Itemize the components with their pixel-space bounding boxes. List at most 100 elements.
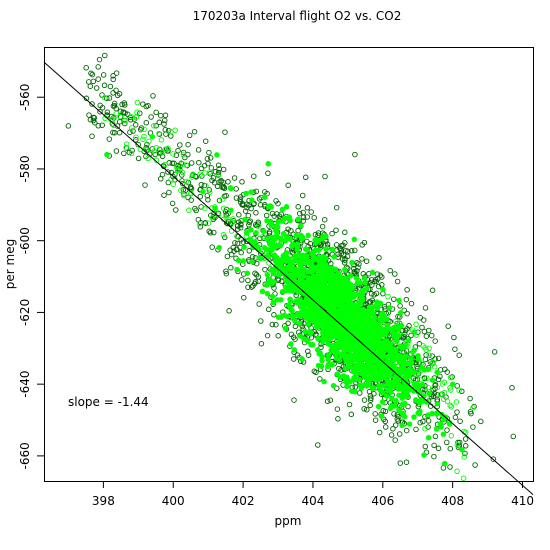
data-point <box>156 146 163 153</box>
data-point <box>248 258 255 265</box>
data-point <box>374 362 381 368</box>
data-point <box>440 431 447 437</box>
data-point <box>101 82 108 89</box>
x-tick-label: 400 <box>162 494 185 508</box>
data-point <box>262 189 268 195</box>
data-point <box>93 85 100 91</box>
data-point <box>114 123 121 129</box>
data-point <box>206 187 213 193</box>
data-point <box>255 244 261 250</box>
data-point <box>299 192 306 199</box>
data-point <box>423 333 430 339</box>
data-point <box>121 100 128 106</box>
data-point <box>417 419 423 426</box>
data-point <box>384 335 390 341</box>
data-point <box>407 377 413 384</box>
data-point <box>117 113 123 120</box>
data-point <box>221 234 228 241</box>
data-point <box>205 197 211 203</box>
data-point <box>264 271 271 278</box>
data-point <box>406 323 412 329</box>
data-point <box>432 433 439 440</box>
data-point <box>449 381 456 387</box>
data-point <box>381 327 388 333</box>
data-point <box>197 193 204 200</box>
data-point <box>151 123 157 129</box>
data-point <box>322 285 329 292</box>
data-point <box>163 131 169 137</box>
data-point <box>315 442 321 448</box>
data-point <box>305 321 312 327</box>
data-point <box>230 216 236 222</box>
data-point <box>396 405 403 412</box>
data-point <box>295 288 301 295</box>
data-point <box>294 352 301 358</box>
data-point <box>248 227 254 233</box>
data-point <box>198 165 205 172</box>
data-point <box>271 278 277 285</box>
data-point <box>153 145 160 151</box>
data-point <box>121 118 128 124</box>
data-point <box>202 170 208 176</box>
data-point <box>193 207 199 214</box>
data-point <box>262 266 268 273</box>
data-point <box>296 252 303 258</box>
data-point <box>435 445 442 452</box>
data-point <box>180 152 187 158</box>
data-point <box>308 209 314 215</box>
data-point <box>459 447 465 453</box>
data-point <box>157 112 164 119</box>
data-point <box>445 323 451 329</box>
data-point <box>456 387 462 394</box>
data-point <box>123 144 129 151</box>
data-point <box>211 179 218 186</box>
data-point <box>376 255 382 261</box>
data-point <box>408 359 415 366</box>
data-point <box>235 257 242 264</box>
data-point <box>325 356 331 363</box>
data-point <box>451 334 457 341</box>
data-point <box>110 76 116 83</box>
data-point <box>249 197 255 203</box>
data-point <box>352 247 358 254</box>
data-point <box>285 320 291 327</box>
data-point <box>367 369 374 376</box>
data-point <box>320 280 327 287</box>
data-point <box>252 270 258 277</box>
data-point <box>220 205 227 211</box>
data-point <box>282 237 289 244</box>
data-point <box>202 205 208 212</box>
data-point <box>137 110 143 116</box>
data-point <box>467 395 473 402</box>
data-point <box>357 332 364 338</box>
data-point <box>454 468 460 475</box>
data-point <box>405 343 411 350</box>
data-point <box>348 411 355 418</box>
data-point <box>327 397 334 403</box>
data-point <box>129 147 135 154</box>
data-point <box>334 328 341 334</box>
data-point <box>329 230 335 237</box>
data-point <box>411 347 418 353</box>
data-point <box>378 311 385 318</box>
data-point <box>319 223 326 230</box>
data-point <box>198 181 205 188</box>
data-point <box>205 220 212 226</box>
data-point <box>171 160 177 166</box>
data-point <box>391 296 397 302</box>
data-point <box>332 266 339 272</box>
data-point <box>243 190 249 197</box>
data-point <box>386 305 393 311</box>
data-point <box>127 117 134 123</box>
data-point <box>219 196 226 202</box>
data-point <box>288 331 295 338</box>
data-point <box>405 403 411 410</box>
y-tick-label: -560 <box>18 84 32 111</box>
data-point <box>215 169 222 176</box>
data-point <box>100 72 107 78</box>
data-point <box>355 343 361 350</box>
data-point <box>366 309 372 316</box>
data-point <box>300 209 306 216</box>
data-point <box>372 417 379 423</box>
